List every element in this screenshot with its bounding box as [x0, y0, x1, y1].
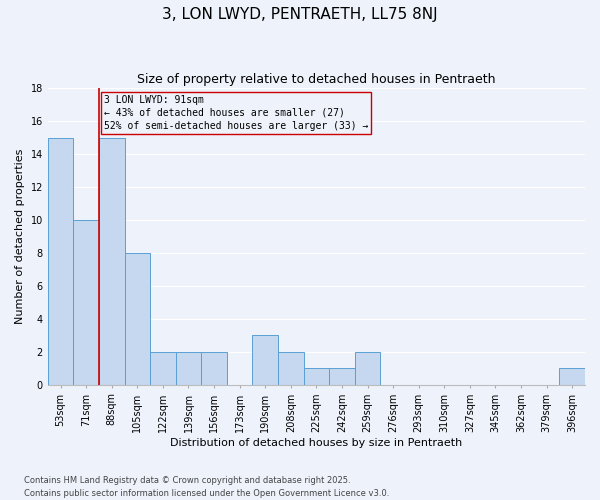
Bar — [99, 138, 125, 385]
Bar — [253, 336, 278, 385]
Bar — [355, 352, 380, 385]
Bar — [278, 352, 304, 385]
X-axis label: Distribution of detached houses by size in Pentraeth: Distribution of detached houses by size … — [170, 438, 463, 448]
Text: 3, LON LWYD, PENTRAETH, LL75 8NJ: 3, LON LWYD, PENTRAETH, LL75 8NJ — [162, 8, 438, 22]
Title: Size of property relative to detached houses in Pentraeth: Size of property relative to detached ho… — [137, 72, 496, 86]
Text: 3 LON LWYD: 91sqm
← 43% of detached houses are smaller (27)
52% of semi-detached: 3 LON LWYD: 91sqm ← 43% of detached hous… — [104, 94, 368, 131]
Bar — [150, 352, 176, 385]
Y-axis label: Number of detached properties: Number of detached properties — [15, 148, 25, 324]
Bar — [329, 368, 355, 385]
Bar — [304, 368, 329, 385]
Bar — [559, 368, 585, 385]
Bar — [201, 352, 227, 385]
Bar — [176, 352, 201, 385]
Bar — [125, 253, 150, 385]
Text: Contains HM Land Registry data © Crown copyright and database right 2025.
Contai: Contains HM Land Registry data © Crown c… — [24, 476, 389, 498]
Bar — [48, 138, 73, 385]
Bar — [73, 220, 99, 385]
